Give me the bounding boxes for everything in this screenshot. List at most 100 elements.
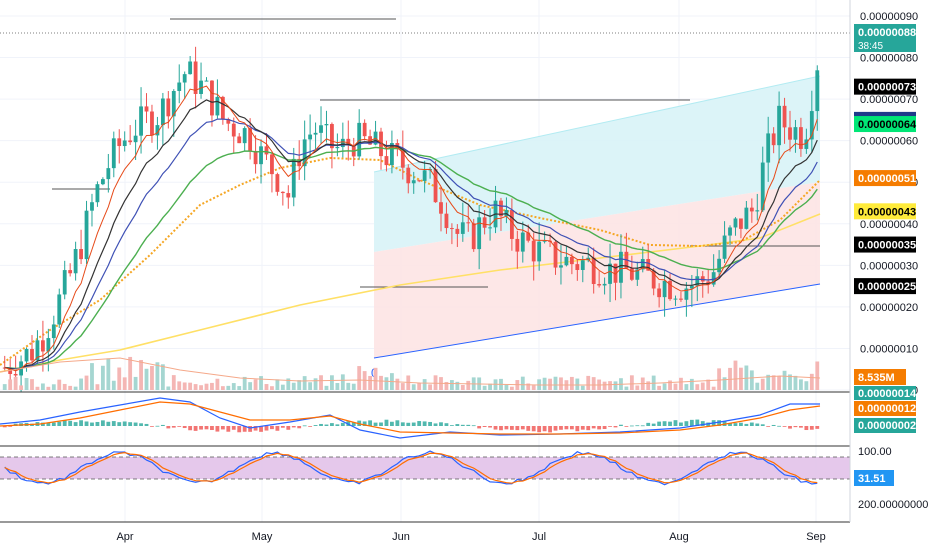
- macd-bar: [782, 426, 787, 427]
- candle-body: [362, 122, 367, 137]
- candle-body: [220, 96, 225, 119]
- macd-bar: [668, 421, 672, 426]
- stoch-lower-label: 200.00000000: [858, 499, 928, 511]
- macd-bar: [564, 426, 569, 430]
- candle-body: [106, 168, 111, 180]
- candle-body: [259, 146, 263, 165]
- candle-body: [733, 218, 738, 228]
- volume-bar: [629, 375, 634, 390]
- volume-ma-line: [0, 357, 821, 386]
- macd-bar: [471, 425, 476, 427]
- macd-bar: [210, 426, 214, 431]
- candle-body: [760, 162, 765, 211]
- candle-body: [248, 128, 253, 151]
- macd-bar: [515, 426, 520, 431]
- candle-body: [488, 227, 492, 229]
- candle-body: [662, 280, 667, 298]
- x-tick-label: Apr: [116, 531, 133, 543]
- x-tick-label: Sep: [806, 531, 826, 543]
- volume-bar: [68, 385, 73, 390]
- candle-body: [264, 146, 269, 155]
- candle-body: [449, 228, 454, 230]
- volume-bar: [504, 384, 509, 390]
- volume-bar: [95, 384, 100, 390]
- macd-bar: [613, 426, 618, 428]
- macd-bar: [171, 426, 176, 428]
- candle-body: [204, 80, 209, 82]
- candle-body: [613, 263, 618, 283]
- candle-body: [553, 241, 558, 268]
- macd-bar: [373, 422, 378, 426]
- macd-bar: [422, 421, 427, 426]
- macd-bar: [684, 421, 689, 426]
- candle-body: [35, 340, 40, 361]
- candle-body: [340, 138, 345, 148]
- volume-bar: [357, 366, 362, 390]
- macd-bar: [215, 426, 220, 432]
- candle-body: [155, 125, 160, 136]
- macd-bar: [264, 426, 269, 431]
- volume-bar: [8, 379, 13, 390]
- volume-bar: [591, 377, 596, 390]
- candle-body: [139, 106, 143, 136]
- macd-bar: [635, 425, 640, 427]
- candle-body: [308, 134, 313, 140]
- macd-bar: [722, 420, 727, 426]
- candle-body: [275, 174, 280, 192]
- volume-bar: [580, 385, 585, 390]
- candle-body: [73, 249, 78, 274]
- macd-bar: [150, 426, 154, 427]
- candle-body: [111, 138, 116, 169]
- volume-bar: [324, 385, 329, 390]
- macd-bar: [733, 423, 738, 426]
- volume-bar: [455, 381, 460, 390]
- volume-bar: [449, 380, 454, 390]
- y-tick-label: 0.00000090: [860, 11, 918, 23]
- macd-bar: [362, 421, 367, 426]
- volume-bar: [73, 386, 78, 390]
- macd-bar: [695, 419, 700, 426]
- volume-bar: [335, 383, 340, 390]
- volume-bar: [40, 383, 45, 390]
- macd-bar: [106, 421, 111, 426]
- candle-body: [128, 140, 133, 143]
- macd-bar: [602, 426, 607, 429]
- macd-bar: [379, 422, 383, 426]
- macd-bar: [100, 420, 105, 426]
- candle-body: [788, 127, 792, 140]
- candle-body: [253, 150, 258, 165]
- candle-body: [439, 202, 443, 214]
- macd-bar: [662, 421, 667, 426]
- candle-body: [673, 298, 678, 300]
- volume-bar: [657, 385, 662, 390]
- candle-body: [749, 207, 754, 212]
- candle-body: [90, 202, 94, 211]
- x-tick-label: May: [252, 531, 273, 543]
- volume-bar: [684, 384, 689, 390]
- macd-bar: [160, 424, 165, 426]
- y-tick-label: 0.00000010: [860, 343, 918, 355]
- macd-bar: [199, 426, 203, 430]
- volume-bar: [160, 364, 165, 390]
- macd-bar: [799, 426, 803, 428]
- macd-badge-3: 0.00000002: [858, 420, 916, 432]
- candle-body: [597, 284, 602, 286]
- price-candles: [2, 46, 820, 392]
- candle-body: [40, 340, 45, 352]
- volume-bar: [111, 380, 116, 390]
- volume-bar: [204, 383, 209, 390]
- volume-bar: [264, 384, 269, 390]
- candle-body: [782, 105, 787, 128]
- x-tick-label: Jul: [532, 531, 546, 543]
- volume-bar: [569, 376, 574, 390]
- lower-channel-line: [373, 283, 821, 359]
- candle-body: [526, 232, 531, 241]
- macd-bar: [482, 426, 487, 428]
- volume-bar: [19, 385, 23, 390]
- candle-body: [79, 249, 83, 260]
- macd-bar: [624, 426, 629, 427]
- macd-bar: [559, 426, 563, 430]
- price-badge-label: 0.00000073: [858, 82, 916, 94]
- candle-body: [226, 118, 231, 124]
